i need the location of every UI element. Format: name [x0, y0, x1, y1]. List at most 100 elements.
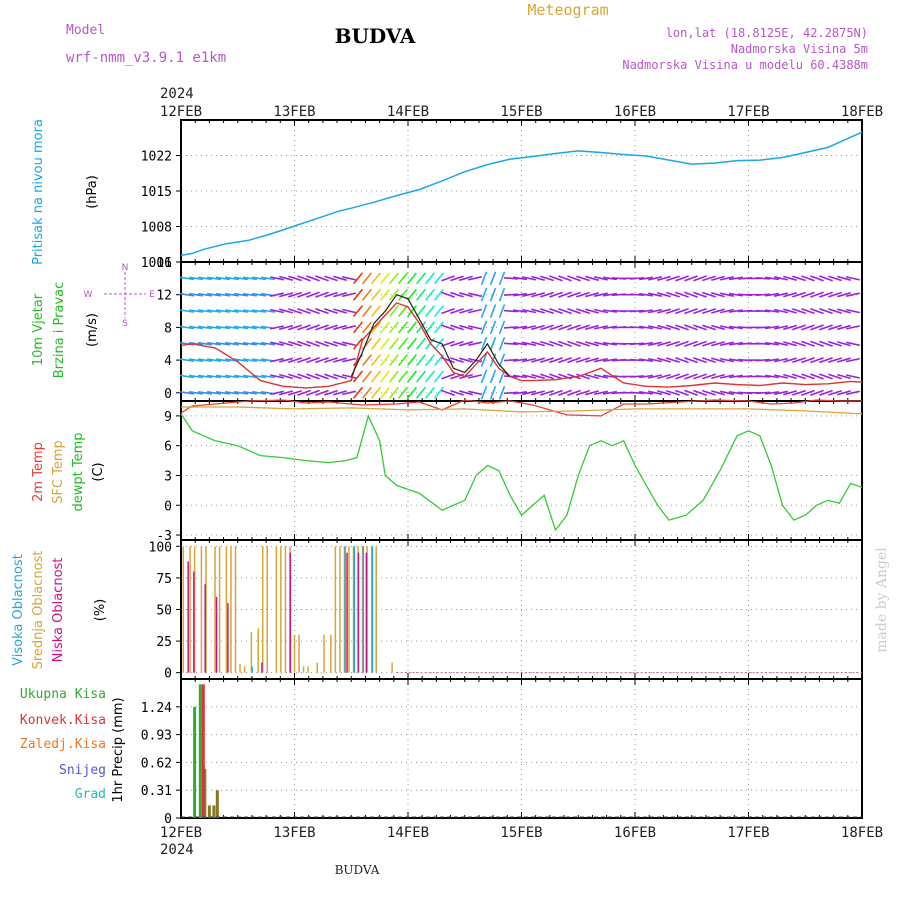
wind-arrow	[567, 291, 581, 298]
wind-arrow	[260, 374, 276, 379]
wind-arrow	[675, 373, 689, 380]
wind-arrow	[728, 276, 744, 281]
wind-arrow	[810, 356, 824, 364]
wind-arrow	[188, 358, 204, 362]
wind-arrow	[503, 277, 519, 280]
wind-arrow	[711, 324, 725, 331]
wind-arrow	[197, 358, 213, 362]
wind-arrow	[424, 354, 436, 367]
wind-arrow	[433, 305, 445, 318]
wind-arrow	[188, 391, 204, 395]
wind-arrow	[594, 341, 608, 347]
wind-arrow	[549, 373, 563, 380]
wind-arrow	[702, 340, 716, 347]
wind-arrow	[531, 324, 545, 331]
wind-arrow	[433, 337, 445, 350]
wind-arrow	[666, 357, 680, 364]
wind-arrow	[324, 324, 338, 331]
wind-arrow	[352, 370, 364, 383]
wind-arrow	[188, 292, 204, 297]
wind-arrow	[333, 275, 347, 282]
wind-arrow	[755, 375, 771, 378]
wind-arrow	[306, 389, 320, 396]
wind-ytick-label: 0	[164, 387, 172, 402]
wind-arrow	[315, 324, 329, 331]
wind-arrow	[278, 292, 294, 298]
wind-arrow	[288, 357, 302, 364]
wind-arrow	[801, 275, 815, 282]
wind-arrow	[288, 291, 302, 298]
wind-arrow	[324, 275, 338, 282]
precip-ytick-label: 0.62	[141, 756, 172, 771]
wind-arrow	[333, 324, 347, 331]
wind-arrow	[567, 389, 581, 396]
wind-arrow	[333, 373, 347, 380]
wind-arrow	[433, 288, 445, 301]
precip-bar	[215, 790, 219, 818]
wind-arrow	[602, 390, 618, 395]
wind-arrow	[810, 389, 824, 396]
wind-arrow	[388, 386, 400, 399]
wind-arrow	[233, 341, 249, 346]
wind-arrow	[638, 309, 654, 313]
wind-arrow	[675, 307, 689, 315]
wind-arrow	[558, 356, 572, 364]
wind-arrow	[215, 341, 231, 346]
cloud-unit: (%)	[93, 599, 108, 622]
wind-arrow	[684, 324, 698, 331]
wind-arrow	[278, 324, 294, 331]
wind-arrow	[397, 386, 409, 399]
wind-arrow	[576, 389, 590, 396]
wind-arrow	[361, 321, 373, 334]
wind-arrow	[503, 326, 519, 329]
wind-arrow	[288, 340, 302, 347]
wind-arrow	[297, 340, 311, 347]
wind-arrow	[594, 390, 608, 396]
wind-arrow	[188, 309, 204, 313]
wind-arrow	[531, 357, 545, 363]
wind-arrow	[251, 341, 267, 346]
wind-arrow	[459, 275, 473, 282]
bottom-date-label: 15FEB	[500, 825, 542, 841]
wind-arrow	[251, 358, 267, 362]
wind-arrow	[270, 308, 284, 314]
wind-arrow	[666, 340, 680, 347]
wind-arrow	[397, 288, 409, 301]
wind-arrow	[774, 325, 788, 330]
wind-arrow	[297, 373, 311, 380]
wind-arrow	[629, 375, 645, 378]
wind-arrow	[638, 325, 654, 330]
wind-arrow	[179, 276, 195, 281]
wind-arrow	[783, 292, 797, 298]
wind-arrow	[233, 358, 249, 362]
wind-arrow	[297, 307, 311, 315]
wind-arrow	[648, 357, 662, 363]
wind-arrow	[792, 308, 806, 314]
wind-arrow	[638, 358, 654, 362]
wind-arrow	[629, 391, 645, 395]
wind-arrow	[197, 325, 213, 330]
wind-arrow	[684, 307, 698, 315]
wind-axis-title: 10m Vjetar	[31, 293, 46, 366]
wind-arrow	[549, 389, 563, 396]
wind-arrow	[711, 275, 725, 281]
wind-arrow	[441, 373, 455, 380]
wind-arrow	[720, 276, 734, 281]
wind-arrow	[324, 340, 338, 347]
wind-arrow	[819, 307, 833, 315]
wind-arrow	[459, 357, 473, 363]
precip-bar	[198, 684, 202, 818]
wind-arrow	[774, 357, 788, 363]
pressure-axis-title: Pritisak na nivou mora	[31, 119, 46, 265]
precip-bar	[212, 805, 216, 818]
wind-arrow	[206, 309, 222, 313]
temp-dewpt-temp-line	[180, 413, 863, 532]
wind-arrow	[531, 308, 545, 314]
wind-arrow	[306, 324, 320, 331]
wind-arrow	[179, 292, 195, 297]
precip-ytick-label: 1.24	[141, 701, 172, 716]
wind-arrow	[388, 305, 400, 318]
wind-arrow	[629, 309, 645, 313]
bottom-date-label: 13FEB	[273, 825, 315, 841]
wind-arrow	[188, 276, 204, 281]
